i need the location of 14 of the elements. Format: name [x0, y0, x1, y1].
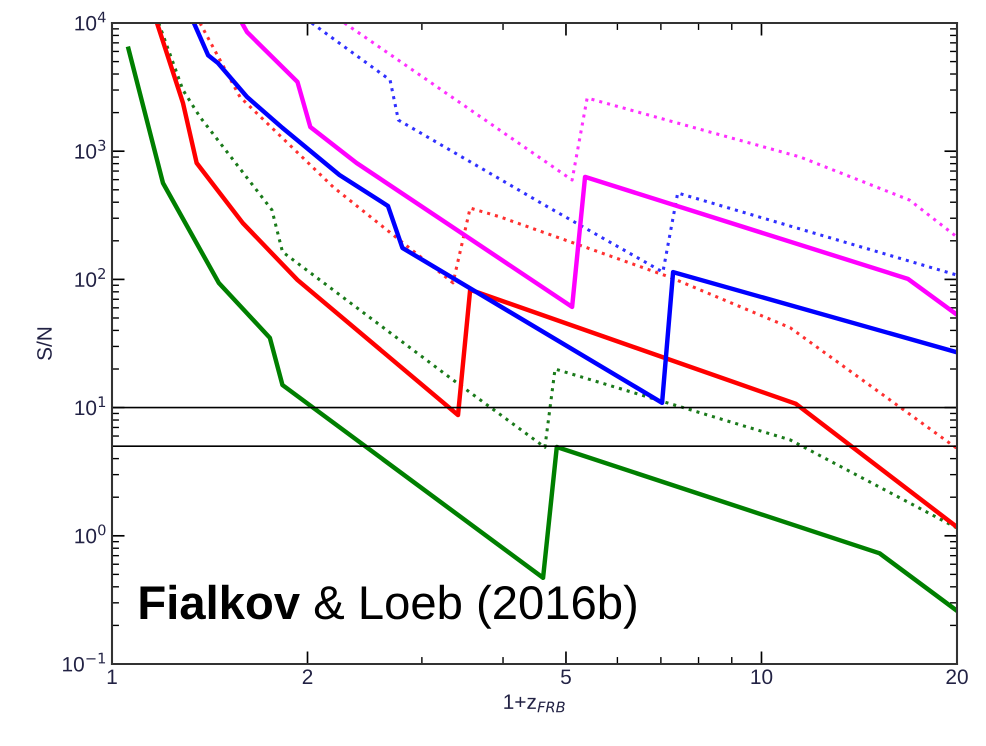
x-tick-label: 2: [302, 669, 312, 684]
x-tick-label: 20: [946, 669, 968, 684]
y-tick-label: 10$^{0}$: [75, 524, 106, 544]
y-tick-label: 10$^{3}$: [75, 140, 106, 159]
annotation: Fialkov & Loeb (2016b): [140, 584, 636, 629]
x-tick-label: 10: [751, 669, 772, 684]
y-tick-label: 10$^{1}$: [75, 396, 106, 416]
y-tick-label: 10$^{4}$: [75, 12, 106, 31]
x-tick-label: 1: [108, 670, 117, 684]
y-tick-label: 10$^{2}$: [75, 268, 105, 287]
x-tick-label: 5: [561, 670, 571, 684]
y-tick-label: 10$^{−1}$: [63, 652, 106, 672]
y-axis-title: S/N: [36, 328, 52, 360]
x-axis-title: 1+z$_{FRB}$: [504, 694, 565, 712]
